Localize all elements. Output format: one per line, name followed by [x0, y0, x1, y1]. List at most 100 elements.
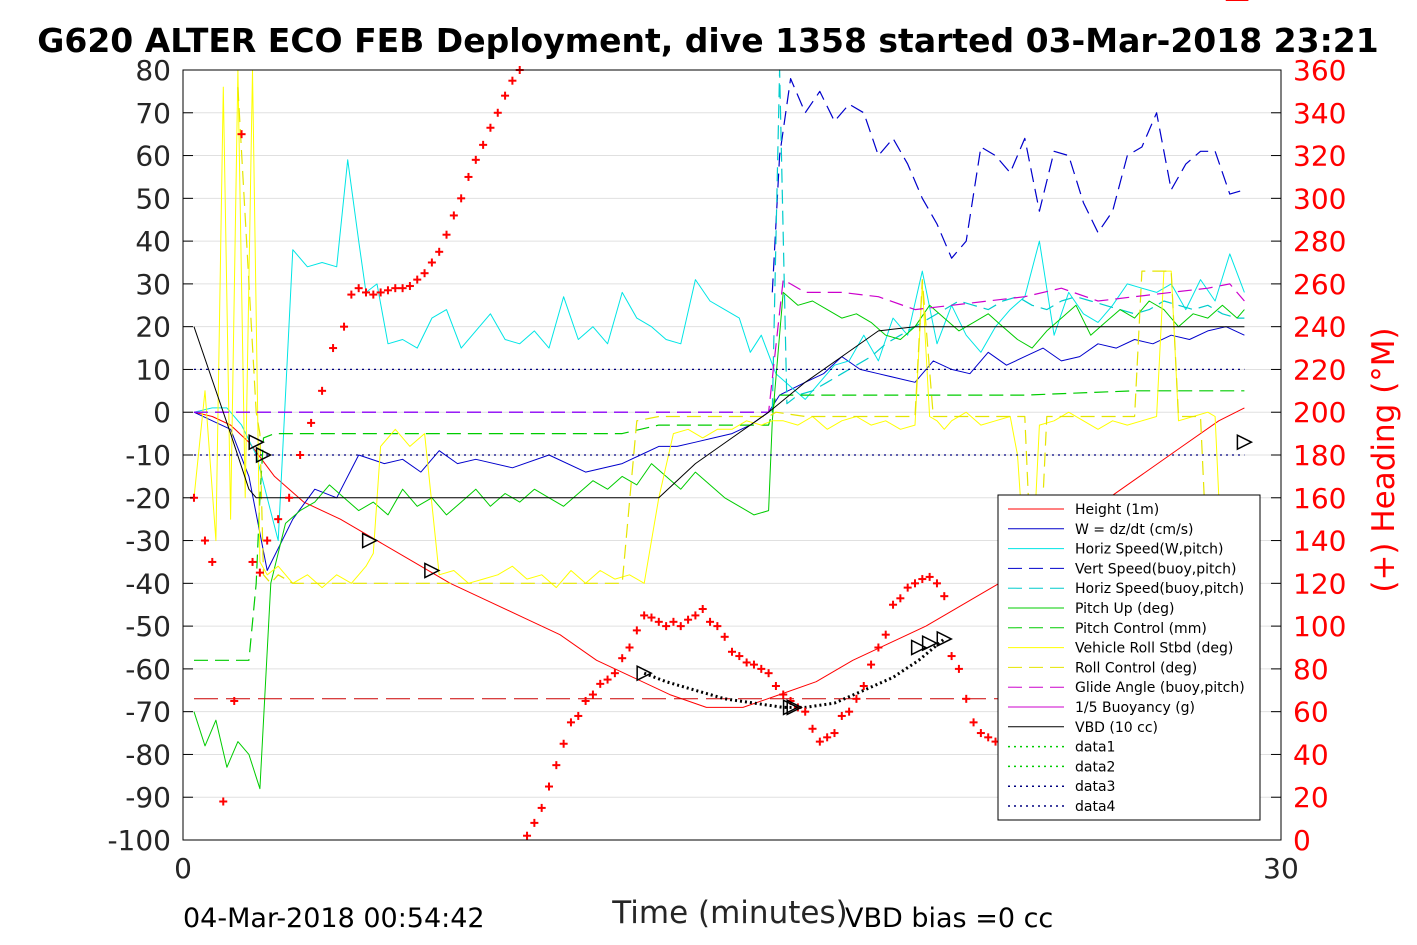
legend-box [997, 494, 1261, 821]
footer-vbd-bias: VBD bias =0 cc [845, 903, 1053, 934]
legend-entry: Vert Speed(buoy,pitch) [1075, 561, 1237, 577]
y2-tick-label: 0 [1293, 824, 1311, 857]
heading-point [823, 733, 832, 742]
heading-point [947, 652, 956, 661]
legend-entry: Vehicle Roll Stbd (deg) [1075, 641, 1233, 657]
heading-point [471, 155, 480, 164]
heading-point [362, 288, 370, 297]
heading-point [940, 592, 949, 601]
series-line-12 [193, 326, 1245, 499]
heading-point [383, 286, 392, 295]
y-tick-label: -30 [125, 525, 171, 558]
heading-point [728, 647, 736, 656]
heading-point [200, 536, 209, 545]
heading-point [427, 258, 436, 267]
heading-point [830, 729, 839, 738]
turn-marker [636, 664, 653, 682]
series-line-4 [771, 77, 1245, 293]
legend-entry: Roll Control (deg) [1075, 660, 1197, 676]
heading-point [867, 660, 876, 669]
y-tick-label: 70 [135, 97, 171, 130]
heading-point [237, 130, 246, 139]
heading-point [669, 617, 678, 626]
y-tick-label: 40 [135, 225, 171, 258]
heading-point [932, 579, 941, 588]
turn-marker [786, 699, 803, 716]
heading-point [757, 664, 766, 673]
heading-point [413, 275, 422, 284]
heading-point [889, 600, 898, 609]
heading-point [479, 140, 488, 149]
y-tick-label: 20 [135, 311, 171, 344]
legend-entry: data4 [1075, 799, 1116, 815]
y2-tick-label: 280 [1293, 225, 1346, 258]
y2-tick-label: 80 [1293, 653, 1329, 686]
heading-point [962, 694, 971, 703]
turn-marker [361, 532, 379, 549]
heading-point [713, 622, 722, 631]
legend-entry: Horiz Speed(buoy,pitch) [1075, 581, 1244, 597]
heading-point [545, 782, 553, 791]
heading-point [574, 711, 583, 720]
heading-point [779, 690, 788, 699]
heading-point [230, 696, 239, 705]
heading-point [588, 690, 597, 699]
heading-point [354, 284, 363, 293]
legend-entry: Height (1m) [1075, 502, 1159, 518]
y2-tick-label: 120 [1293, 567, 1346, 600]
legend-entry: data1 [1075, 740, 1115, 756]
heading-point [274, 515, 283, 524]
heading-point [255, 568, 264, 577]
heading-point [493, 108, 502, 117]
y-axis-right: 3603403203002802602402202001801601401201… [1271, 54, 1346, 857]
heading-point [449, 211, 458, 220]
turn-marker [936, 630, 953, 648]
heading-point [684, 615, 693, 624]
heading-point [248, 557, 257, 566]
legend-entry: 1/5 Buoyancy (g) [1075, 700, 1195, 716]
heading-point [559, 739, 568, 748]
y-tick-label: -50 [125, 610, 171, 643]
turn-marker [910, 639, 928, 656]
heading-point [340, 322, 349, 331]
legend-entry: data3 [1075, 779, 1115, 795]
heading-point [852, 694, 861, 703]
heading-point [625, 643, 634, 652]
heading-point [896, 594, 905, 603]
heading-point [742, 658, 751, 667]
legend-entry: VBD (10 cc) [1075, 720, 1158, 736]
turn-marker [921, 635, 939, 652]
turn-marker [424, 562, 441, 579]
y2-tick-label: 300 [1293, 182, 1346, 215]
heading-point [925, 572, 934, 581]
legend-entry: Glide Angle (buoy,pitch) [1075, 680, 1245, 696]
heading-point [596, 679, 605, 688]
y2-tick-label: 20 [1293, 781, 1329, 814]
heading-point [285, 493, 294, 502]
heading-point [501, 91, 510, 100]
x-tick-label: 30 [1263, 852, 1299, 885]
y2-tick-label: 40 [1293, 738, 1329, 771]
heading-point [508, 76, 517, 85]
y-tick-label: 0 [153, 396, 171, 429]
heading-point [735, 652, 744, 661]
series-line-9 [237, 87, 1245, 584]
heading-point [391, 284, 400, 293]
legend-entry: W = dz/dt (cm/s) [1075, 522, 1194, 538]
heading-point [457, 194, 466, 203]
heading-point [296, 451, 305, 459]
y2-tick-label: 160 [1293, 482, 1346, 515]
heading-point [874, 643, 883, 652]
heading-point [523, 831, 532, 840]
heading-point [698, 605, 707, 613]
series-line-6 [193, 291, 1245, 790]
x-axis-label: Time (minutes) [611, 895, 847, 931]
y-tick-label: -80 [125, 738, 171, 771]
y2-tick-label: 140 [1293, 525, 1346, 558]
y2-axis-label: (+) Heading (°M) [1366, 327, 1402, 592]
heading-point [632, 626, 641, 635]
y-tick-label: -20 [125, 482, 171, 515]
y2-tick-label: 320 [1293, 140, 1346, 173]
y2-tick-label: 220 [1293, 353, 1346, 386]
